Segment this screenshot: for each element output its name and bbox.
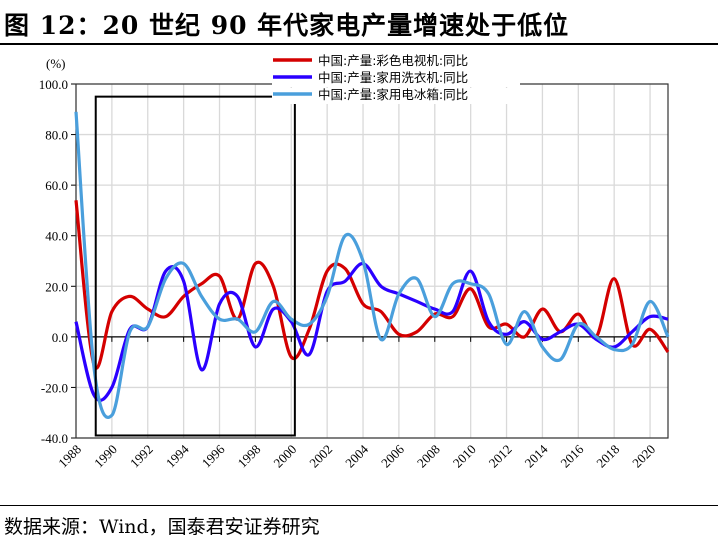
- source-note: 数据来源：Wind，国泰君安证券研究: [4, 516, 320, 538]
- y-axis-label: (%): [46, 56, 66, 71]
- x-tick-label: 2004: [342, 441, 371, 470]
- x-tick-label: 1990: [91, 442, 120, 471]
- x-tick-label: 1996: [199, 441, 228, 470]
- y-tick-label: 20.0: [45, 279, 68, 294]
- legend-label: 中国:产量:彩色电视机:同比: [318, 53, 468, 68]
- x-tick-label: 2014: [522, 441, 551, 470]
- series-line-1: [74, 200, 670, 370]
- y-tick-label: -20.0: [41, 380, 68, 395]
- y-tick-label: 60.0: [45, 178, 68, 193]
- legend-label: 中国:产量:家用洗衣机:同比: [318, 70, 468, 85]
- x-tick-label: 2002: [306, 442, 335, 471]
- grid: [75, 83, 668, 439]
- x-tick-label: 2018: [593, 442, 622, 471]
- source-divider: [0, 505, 718, 506]
- y-tick-label: 40.0: [45, 229, 68, 244]
- title-divider: [0, 43, 718, 45]
- y-tick-label: 100.0: [39, 77, 68, 92]
- x-tick-label: 1998: [235, 442, 264, 471]
- legend-bg: [272, 71, 520, 87]
- x-tick-label: 2016: [557, 441, 586, 470]
- plot-frame: [75, 83, 669, 439]
- legend-bg: [272, 54, 520, 70]
- figure-title: 图 12：20 世纪 90 年代家电产量增速处于低位: [4, 11, 570, 40]
- x-tick-label: 2012: [486, 442, 515, 471]
- y-tick-label: -40.0: [41, 431, 68, 446]
- legend: 中国:产量:彩色电视机:同比中国:产量:家用洗衣机:同比中国:产量:家用电冰箱:…: [272, 53, 520, 104]
- y-tick-label: 80.0: [45, 128, 68, 143]
- x-tick-label: 1992: [127, 442, 156, 471]
- x-tick-label: 2006: [378, 441, 407, 470]
- highlight-rectangle: [94, 95, 296, 437]
- x-tick-label: 2008: [414, 442, 443, 471]
- series-line-3: [74, 111, 670, 419]
- y-tick-label: 0.0: [52, 330, 68, 345]
- highlight-box: [94, 95, 296, 437]
- x-tick-label: 2000: [270, 442, 299, 471]
- legend-bg: [272, 88, 520, 104]
- legend-label: 中国:产量:家用电冰箱:同比: [318, 87, 468, 102]
- x-tick-label: 1994: [163, 441, 192, 470]
- x-tick-label: 2010: [450, 442, 479, 471]
- series-lines: [74, 111, 670, 419]
- x-tick-label: 2020: [629, 442, 658, 471]
